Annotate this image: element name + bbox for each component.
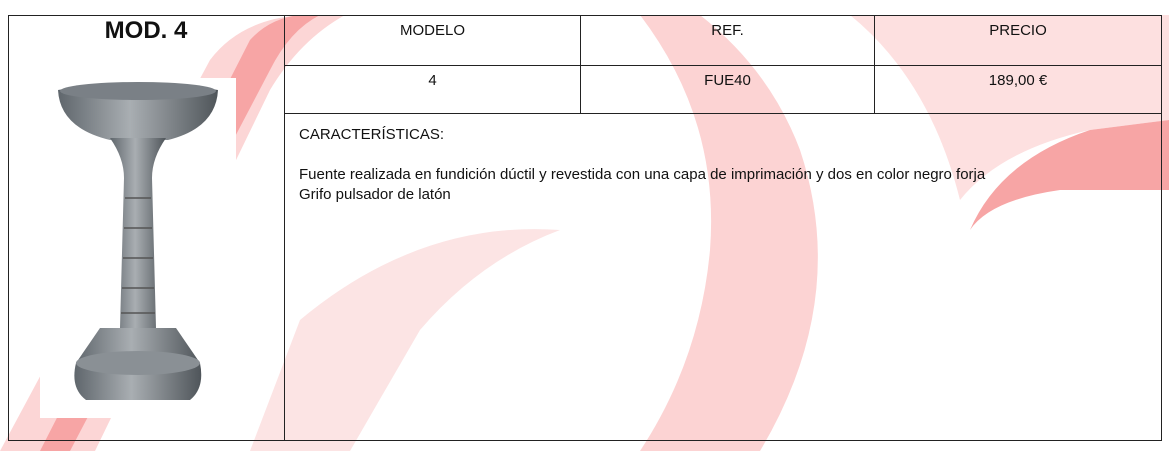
- value-cell: FUE40: [704, 72, 751, 89]
- product-image: [40, 78, 236, 418]
- spacer: [299, 145, 1159, 165]
- model-title: MOD. 4: [104, 17, 188, 44]
- description-heading: CARACTERÍSTICAS:: [299, 126, 445, 143]
- header-cell: PRECIO: [989, 22, 1047, 39]
- header-cell: REF.: [711, 22, 744, 39]
- header-cell: MODELO: [399, 22, 465, 39]
- description-line: Grifo pulsador de latón: [299, 186, 451, 203]
- border: [284, 15, 285, 441]
- border: [284, 113, 1162, 114]
- border: [8, 15, 1162, 16]
- watermark-stroke: [640, 15, 818, 451]
- value-cell: 4: [428, 72, 437, 89]
- watermark-stroke: [850, 15, 1169, 200]
- border: [1161, 15, 1162, 441]
- watermark-stroke: [970, 120, 1169, 230]
- description: CARACTERÍSTICAS: Fuente realizada en fun…: [299, 125, 1159, 205]
- border: [874, 15, 875, 113]
- border: [284, 65, 1162, 66]
- value-cell: 189,00 €: [988, 72, 1048, 89]
- border: [8, 440, 1162, 441]
- watermark-stroke: [250, 229, 560, 451]
- border: [8, 15, 9, 441]
- description-line: Fuente realizada en fundición dúctil y r…: [299, 166, 986, 183]
- border: [580, 15, 581, 113]
